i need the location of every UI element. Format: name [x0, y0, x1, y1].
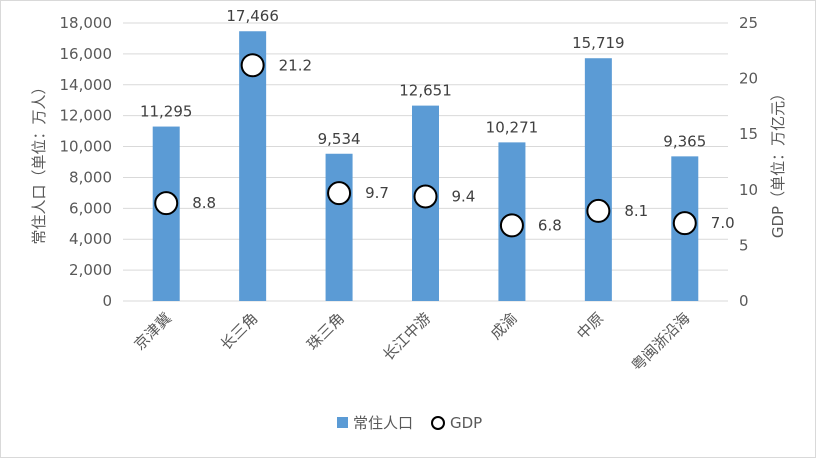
y2-tick-label: 0 [739, 292, 749, 310]
y-tick-label: 10,000 [60, 138, 113, 156]
y2-tick-label: 25 [739, 14, 758, 32]
legend-swatch-bar [337, 417, 348, 428]
bar-value-label: 15,719 [572, 34, 625, 52]
legend-label-gdp: GDP [450, 414, 482, 432]
bar-value-label: 9,534 [318, 130, 361, 148]
y-tick-label: 8,000 [69, 168, 112, 186]
y-tick-label: 12,000 [60, 107, 113, 125]
x-category-label: 珠三角 [303, 309, 348, 354]
y2-tick-label: 20 [739, 70, 758, 88]
bar-value-label: 9,365 [663, 132, 706, 150]
bar-value-label: 17,466 [226, 7, 279, 25]
gdp-point-4 [413, 184, 438, 209]
x-category-label: 中原 [573, 309, 607, 343]
x-category-label: 粤闽浙沿海 [628, 309, 694, 375]
y-tick-label: 14,000 [60, 76, 113, 94]
gdp-value-label: 8.8 [192, 194, 216, 212]
gdp-value-label: 6.8 [538, 216, 562, 234]
x-category-label: 长三角 [217, 309, 262, 354]
bar-value-label: 10,271 [486, 118, 539, 136]
gdp-value-label: 8.1 [624, 202, 648, 220]
legend-label-population: 常住人口 [353, 414, 413, 432]
bar-6 [584, 58, 612, 302]
x-category-label: 成渝 [487, 309, 521, 343]
y-tick-label: 16,000 [60, 45, 113, 63]
bar-value-label: 11,295 [140, 103, 193, 121]
legend-swatch-gdp [431, 416, 445, 430]
gdp-point-5 [499, 213, 524, 238]
y2-axis-title: GDP（单位：万亿元） [769, 86, 787, 238]
gdp-value-label: 7.0 [711, 214, 735, 232]
gdp-value-label: 21.2 [279, 56, 312, 74]
y2-tick-label: 15 [739, 125, 758, 143]
gdp-value-label: 9.7 [365, 184, 389, 202]
y2-tick-label: 5 [739, 236, 749, 254]
gdp-point-1 [154, 191, 179, 216]
gdp-point-3 [327, 181, 352, 206]
y-tick-label: 2,000 [69, 261, 112, 279]
gdp-point-7 [672, 211, 697, 236]
bar-value-label: 12,651 [399, 82, 452, 100]
gdp-point-6 [586, 198, 611, 223]
y-tick-label: 4,000 [69, 230, 112, 248]
bar-3 [325, 153, 353, 301]
y-axis-title: 常住人口（单位：万人） [30, 79, 48, 244]
x-category-label: 长江中游 [379, 309, 434, 364]
y-tick-label: 18,000 [60, 14, 113, 32]
y-tick-label: 0 [102, 292, 112, 310]
y2-tick-label: 10 [739, 181, 758, 199]
y-tick-label: 6,000 [69, 199, 112, 217]
gdp-value-label: 9.4 [452, 187, 476, 205]
gdp-point-2 [240, 53, 265, 78]
x-category-label: 京津冀 [130, 309, 175, 354]
